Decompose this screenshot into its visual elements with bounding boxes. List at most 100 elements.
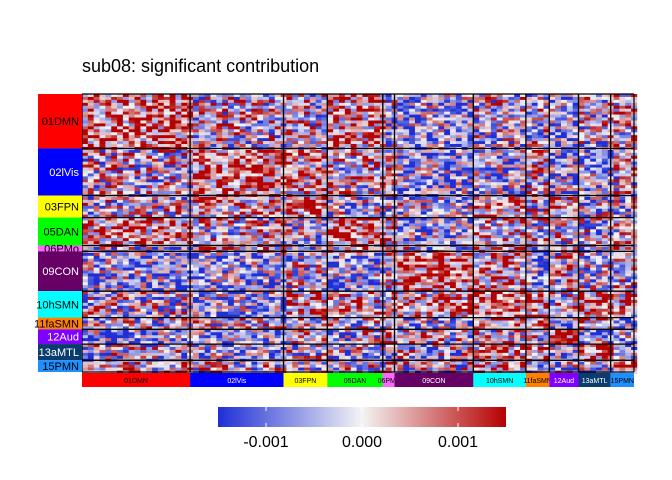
heatmap-cell <box>105 214 112 218</box>
heatmap-cell <box>450 164 457 168</box>
heatmap-cell <box>157 149 165 154</box>
heatmap-cell <box>321 114 328 118</box>
heatmap-cell <box>438 126 445 130</box>
heatmap-cell <box>403 155 410 160</box>
heatmap-cell <box>263 123 270 127</box>
heatmap-cell <box>531 191 538 195</box>
heatmap-cell <box>344 114 351 118</box>
heatmap-cell <box>625 191 632 195</box>
heatmap-cell <box>368 232 375 236</box>
heatmap-cell <box>520 152 527 157</box>
heatmap-cell <box>619 226 626 230</box>
heatmap-cell <box>146 152 153 157</box>
heatmap-cell <box>420 223 427 227</box>
heatmap-cell <box>263 155 270 160</box>
heatmap-cell <box>543 226 550 230</box>
heatmap-cell <box>198 120 205 124</box>
heatmap-cell <box>537 135 544 139</box>
heatmap-cell <box>479 170 486 174</box>
heatmap-cell <box>228 102 235 107</box>
heatmap-cell <box>99 217 106 221</box>
heatmap-cell <box>146 117 153 121</box>
heatmap-cell <box>198 191 205 195</box>
heatmap-cell <box>198 161 205 165</box>
heatmap-cell <box>298 170 305 174</box>
heatmap-cell <box>584 182 591 186</box>
heatmap-cell <box>303 144 311 148</box>
heatmap-cell <box>163 105 170 110</box>
heatmap-cell <box>619 114 626 118</box>
heatmap-cell <box>590 149 597 154</box>
heatmap-cell <box>479 214 486 218</box>
heatmap-cell <box>245 220 252 224</box>
heatmap-cell <box>409 217 416 221</box>
heatmap-cell <box>473 170 480 174</box>
heatmap-cell <box>146 126 153 130</box>
heatmap-cell <box>87 179 94 183</box>
heatmap-cell <box>578 205 585 210</box>
heatmap-cell <box>409 144 416 148</box>
heatmap-cell <box>204 152 211 157</box>
heatmap-cell <box>333 105 340 110</box>
heatmap-cell <box>99 232 106 236</box>
heatmap-cell <box>268 164 276 168</box>
heatmap-cell <box>82 120 89 124</box>
heatmap-cell <box>216 173 223 177</box>
heatmap-cell <box>403 232 410 236</box>
heatmap-cell <box>397 185 404 189</box>
heatmap-cell <box>210 199 217 204</box>
heatmap-cell <box>204 170 211 174</box>
heatmap-cell <box>514 223 521 227</box>
heatmap-cell <box>473 202 480 207</box>
heatmap-cell <box>163 196 170 201</box>
heatmap-cell <box>385 155 392 160</box>
heatmap-cell <box>134 223 141 227</box>
heatmap-cell <box>204 182 211 186</box>
heatmap-cell <box>578 102 585 107</box>
heatmap-cell <box>175 129 182 133</box>
heatmap-cell <box>374 167 381 171</box>
heatmap-cell <box>204 123 211 127</box>
heatmap-cell <box>578 135 585 139</box>
heatmap-cell <box>426 232 433 236</box>
heatmap-cell <box>204 141 211 145</box>
heatmap-cell <box>327 217 334 221</box>
heatmap-cell <box>490 170 498 174</box>
heatmap-cell <box>566 208 573 212</box>
heatmap-cell <box>251 235 258 239</box>
heatmap-cell <box>344 188 351 192</box>
heatmap-cell <box>257 179 264 183</box>
heatmap-cell <box>461 217 468 221</box>
heatmap-cell <box>356 138 363 142</box>
heatmap-cell <box>403 223 410 227</box>
heatmap-cell <box>245 217 252 221</box>
heatmap-cell <box>560 164 568 168</box>
heatmap-cell <box>222 214 229 218</box>
heatmap-cell <box>122 226 130 230</box>
heatmap-cell <box>152 141 159 145</box>
heatmap-cell <box>99 141 106 145</box>
heatmap-cell <box>450 220 457 224</box>
heatmap-cell <box>508 135 515 139</box>
heatmap-cell <box>163 123 170 127</box>
heatmap-cell <box>555 205 562 210</box>
heatmap-cell <box>473 108 480 112</box>
heatmap-cell <box>461 241 468 245</box>
heatmap-cell <box>315 105 322 110</box>
heatmap-cell <box>374 99 381 104</box>
heatmap-cell <box>140 105 147 110</box>
heatmap-cell <box>122 132 130 136</box>
heatmap-cell <box>362 220 369 224</box>
heatmap-cell <box>228 173 235 177</box>
heatmap-cell <box>93 223 100 227</box>
heatmap-cell <box>192 220 200 224</box>
heatmap-cell <box>181 199 188 204</box>
heatmap-cell <box>555 211 562 215</box>
heatmap-cell <box>286 117 293 121</box>
heatmap-cell <box>356 96 363 101</box>
heatmap-cell <box>385 185 392 189</box>
heatmap-cell <box>531 138 538 142</box>
heatmap-cell <box>596 102 603 107</box>
heatmap-cell <box>397 105 404 110</box>
heatmap-cell <box>233 152 241 157</box>
